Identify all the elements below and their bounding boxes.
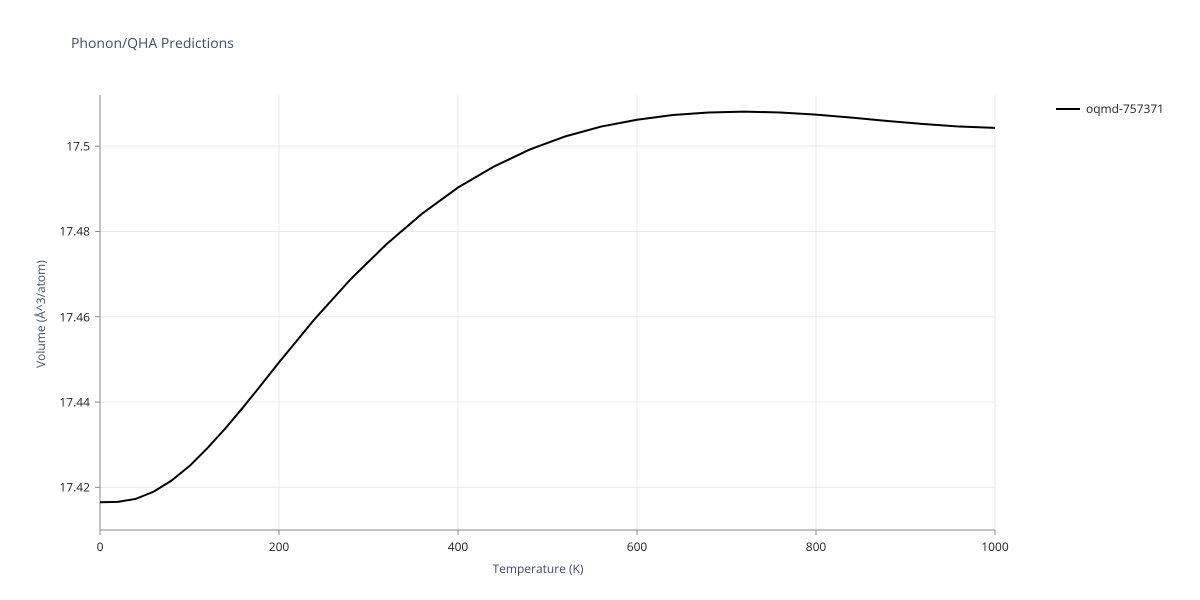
x-tick-label: 600 (627, 538, 648, 555)
y-tick-label: 17.46 (40, 308, 90, 325)
x-tick-label: 200 (269, 538, 290, 555)
x-tick-label: 400 (448, 538, 469, 555)
legend: oqmd-757371 (1056, 100, 1164, 117)
y-tick-label: 17.5 (40, 138, 90, 155)
x-tick-label: 800 (806, 538, 827, 555)
plot-svg (0, 0, 1200, 600)
y-tick-label: 17.42 (40, 479, 90, 496)
x-tick-label: 1000 (981, 538, 1008, 555)
legend-line-icon (1056, 108, 1080, 110)
x-tick-label: 0 (97, 538, 104, 555)
x-axis-label: Temperature (K) (493, 560, 584, 577)
legend-label: oqmd-757371 (1086, 100, 1164, 117)
y-tick-label: 17.48 (40, 223, 90, 240)
chart-container: Phonon/QHA Predictions Volume (Å^3/atom)… (0, 0, 1200, 600)
y-tick-label: 17.44 (40, 394, 90, 411)
